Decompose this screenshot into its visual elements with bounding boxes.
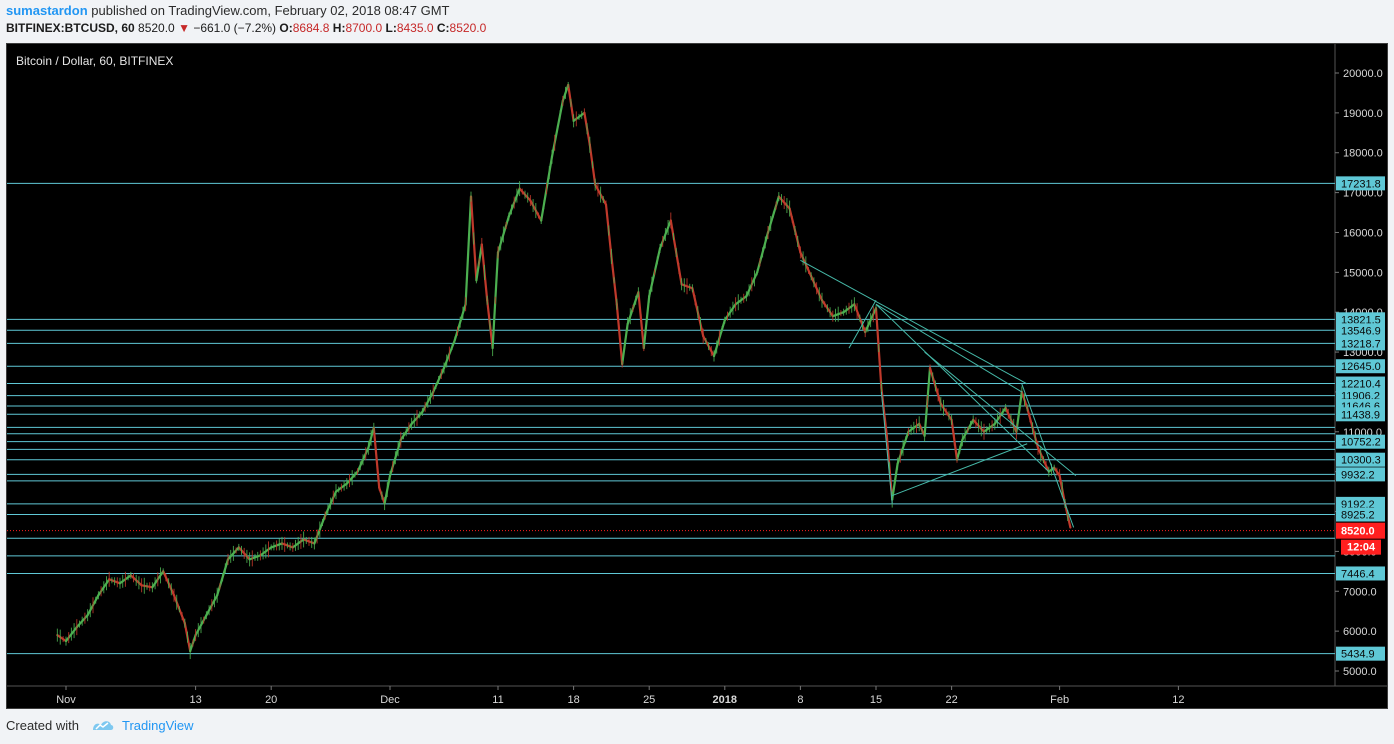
x-tick-label: Nov [56,694,76,706]
high-label: H: [332,21,346,35]
price-segment [56,634,68,643]
trendline [892,443,1028,497]
hline-label-bg [1336,452,1385,467]
trendline [924,351,1077,477]
x-tick-label: 15 [870,694,882,706]
hline-label-bg [1336,376,1385,391]
tradingview-link[interactable]: TradingView [122,718,194,733]
trendline [1021,383,1075,528]
hline-label-bg [1336,176,1385,191]
x-tick-label: 8 [797,694,803,706]
hline-label: 11438.9 [1341,409,1380,421]
y-tick-label: 7000.0 [1343,586,1377,598]
hline-label: 7446.4 [1341,568,1375,580]
trendline [875,303,1023,393]
close-label: C: [436,21,450,35]
hline-label-bg [1336,359,1385,374]
trendlines [800,259,1077,528]
y-tick-label: 18000.0 [1343,148,1383,160]
countdown-label: 12:04 [1347,542,1376,554]
trendline [800,259,1028,385]
countdown-bg [1341,539,1381,555]
author-link[interactable]: sumastardon [6,3,88,18]
high-value: 8700.0 [345,21,383,35]
hline-label: 5434.9 [1341,649,1375,661]
x-tick-label: Feb [1050,694,1069,706]
hline-label-bg [1336,496,1385,511]
hline-label: 13218.7 [1341,338,1381,350]
hline-label-bg [1336,323,1385,338]
y-tick-label: 20000.0 [1343,68,1383,80]
hline-label: 10752.2 [1341,437,1381,449]
last-price-label: 8520.0 [1341,526,1375,538]
x-tick-label: 20 [265,694,277,706]
low-label: L: [385,21,397,35]
trendline [880,391,893,504]
chart-title: Bitcoin / Dollar, 60, BITFINEX [16,54,173,68]
y-tick-label: 17000.0 [1343,188,1383,200]
open-value: 8684.8 [292,21,330,35]
footer: Created with TradingView [6,718,194,735]
chart-canvas[interactable]: 5000.06000.07000.08000.09000.010000.0110… [7,44,1387,708]
hline-label-bg [1336,646,1385,661]
x-tick-label: 22 [945,694,957,706]
hline-label: 10300.3 [1341,455,1381,467]
x-tick-label: Dec [380,694,400,706]
x-tick-label: 25 [643,694,655,706]
horizontal-lines: 17231.813821.513546.913218.712645.012210… [7,176,1385,661]
symbol-label: BITFINEX:BTCUSD, 60 [6,21,135,35]
hline-label-bg [1336,407,1385,422]
hline-label: 8925.2 [1341,510,1375,522]
close-value: 8520.0 [449,21,487,35]
trendline [875,303,1050,473]
hline-label: 13546.9 [1341,325,1381,337]
publish-text: published on TradingView.com, February 0… [91,3,450,18]
x-tick-label: 13 [189,694,201,706]
price-change: −661.0 (−7.2%) [193,21,277,35]
y-tick-label: 15000.0 [1343,267,1383,279]
x-tick-label: 11 [492,694,503,706]
y-tick-label: 6000.0 [1343,626,1377,638]
publish-info: sumastardon published on TradingView.com… [6,3,449,18]
hline-label: 12645.0 [1341,361,1381,373]
hline-label-bg [1336,566,1385,581]
hline-label: 9932.2 [1341,469,1375,481]
low-value: 8435.0 [396,21,434,35]
last-price: 8520.0 [138,21,175,35]
y-tick-label: 16000.0 [1343,227,1383,239]
open-label: O: [279,21,293,35]
x-tick-label: 12 [1172,694,1184,706]
hline-label-bg [1336,336,1385,351]
hline-label-bg [1336,312,1385,327]
last-price-label-bg [1336,522,1385,539]
trendline [848,299,877,349]
hline-label-bg [1336,507,1385,522]
price-series [56,81,1072,660]
chart-panel[interactable]: 5000.06000.07000.08000.09000.010000.0110… [6,43,1388,709]
x-tick-label: 2018 [713,694,737,706]
created-with-text: Created with [6,718,79,733]
tradingview-logo-icon[interactable] [91,718,115,735]
ohlc-legend: BITFINEX:BTCUSD, 60 8520.0 ▼ −661.0 (−7.… [6,21,486,35]
down-arrow-icon: ▼ [178,21,190,35]
y-tick-label: 5000.0 [1343,666,1377,678]
x-tick-label: 18 [567,694,579,706]
hline-label: 17231.8 [1341,178,1381,190]
hline-label-bg [1336,467,1385,482]
y-tick-label: 19000.0 [1343,108,1383,120]
hline-label-bg [1336,434,1385,449]
hline-label: 12210.4 [1341,379,1381,391]
